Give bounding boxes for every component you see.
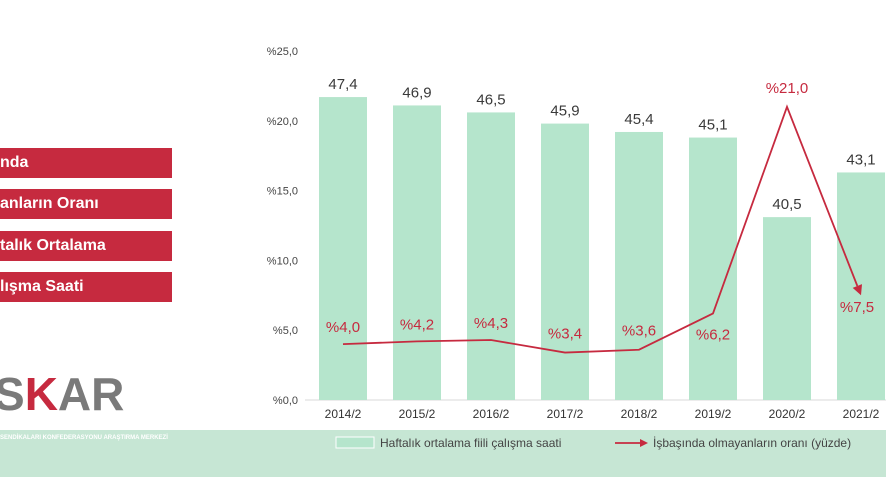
legend-bar-swatch — [335, 436, 375, 449]
bar-value-label: 46,9 — [402, 84, 431, 101]
rate-value-label: %4,3 — [474, 315, 508, 332]
x-tick-label: 2018/2 — [621, 407, 658, 421]
x-axis: 2014/2 2015/2 2016/2 2017/2 2018/2 2019/2 2020… — [325, 407, 880, 421]
bar-labels: 47,4 46,9 46,5 45,9 45,4 45,1 40,5 43,1 — [328, 76, 875, 213]
bar — [467, 112, 515, 400]
bar-value-label: 45,9 — [550, 103, 579, 120]
y-tick-label: %5,0 — [273, 325, 298, 337]
x-tick-label: 2021/2 — [843, 407, 880, 421]
bar — [615, 131, 663, 400]
x-tick-label: 2020/2 — [769, 407, 806, 421]
logo-text-a: A — [58, 370, 91, 420]
bar-value-label: 40,5 — [772, 196, 801, 213]
title-line-3: talık Ortalama — [0, 231, 172, 261]
bar-value-label: 45,4 — [624, 111, 653, 128]
bar-value-label: 43,1 — [846, 151, 875, 168]
x-tick-label: 2017/2 — [547, 407, 584, 421]
bar-value-label: 47,4 — [328, 76, 357, 93]
logo-subtitle: SENDİKALARI KONFEDERASYONU ARAŞTIRMA MER… — [0, 435, 168, 441]
rate-line-path — [342, 104, 859, 354]
rate-value-label: %7,5 — [840, 299, 874, 316]
rate-value-label: %4,0 — [326, 319, 360, 336]
y-tick-label: %0,0 — [273, 395, 298, 407]
rate-line-arrowhead — [852, 284, 862, 296]
bar — [319, 97, 367, 401]
rate-value-label: %3,6 — [622, 323, 656, 340]
x-tick-label: 2019/2 — [695, 407, 732, 421]
rate-value-label: %6,2 — [696, 326, 730, 343]
legend-bar-label: Haftalık ortalama fiili çalışma saati — [380, 436, 561, 450]
title-line-4: lışma Saati — [0, 272, 172, 302]
bar — [393, 105, 441, 400]
x-tick-label: 2015/2 — [399, 407, 436, 421]
bar-value-label: 46,5 — [476, 91, 505, 108]
footer-band — [0, 430, 886, 477]
y-tick-label: %15,0 — [267, 186, 298, 198]
bars — [319, 97, 885, 401]
rate-value-label: %3,4 — [548, 326, 582, 343]
bar-value-label: 45,1 — [698, 117, 727, 134]
logo-text: SKAR — [0, 370, 124, 420]
logo-text-r: R — [91, 370, 124, 420]
x-tick-label: 2016/2 — [473, 407, 510, 421]
legend-line-label: İşbaşında olmayanların oranı (yüzde) — [653, 436, 851, 450]
rate-line — [342, 104, 862, 354]
y-tick-label: %10,0 — [267, 255, 298, 267]
bar — [541, 123, 589, 400]
rate-value-label: %21,0 — [766, 80, 809, 97]
y-tick-label: %20,0 — [267, 116, 298, 128]
logo-text-s: S — [0, 370, 25, 420]
bar — [763, 217, 811, 400]
logo-text-k: K — [25, 370, 58, 420]
x-tick-label: 2014/2 — [325, 407, 362, 421]
title-line-1: nda — [0, 148, 172, 178]
y-tick-label: %25,0 — [267, 46, 298, 58]
legend-line-arrow — [640, 439, 648, 447]
logo: SKAR — [0, 370, 124, 420]
title-line-2: anların Oranı — [0, 189, 172, 219]
rate-labels: %4,0 %4,2 %4,3 %3,4 %3,6 %6,2 %21,0 %7,5 — [326, 80, 874, 344]
legend: Haftalık ortalama fiili çalışma saati İşb… — [335, 436, 851, 450]
rate-value-label: %4,2 — [400, 316, 434, 333]
